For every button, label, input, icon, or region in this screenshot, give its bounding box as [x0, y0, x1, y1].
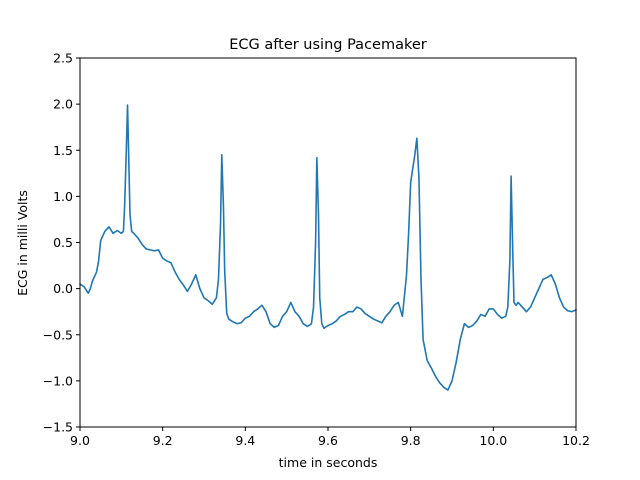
y-tick-label: 0.5	[53, 235, 73, 250]
x-tick-label: 9.0	[70, 433, 90, 448]
y-tick-label: 0.0	[53, 281, 73, 296]
y-tick-label: 1.0	[53, 189, 73, 204]
y-tick-label: 2.5	[53, 51, 73, 66]
x-tick-label: 9.6	[318, 433, 338, 448]
y-tick-label: −0.5	[43, 327, 73, 342]
x-axis-ticks: 9.0 9.2 9.4 9.6 9.8 10.0 10.2	[70, 427, 590, 448]
y-tick-label: −1.0	[43, 373, 73, 388]
x-tick-label: 9.2	[153, 433, 173, 448]
x-tick-label: 9.4	[235, 433, 255, 448]
y-axis-label: ECG in milli Volts	[15, 190, 30, 296]
y-tick-label: −1.5	[43, 420, 73, 435]
x-tick-label: 9.8	[401, 433, 421, 448]
ecg-series-line	[79, 104, 577, 391]
y-axis-ticks: 2.5 2.0 1.5 1.0 0.5 0.0 −0.5 −1.0 −1.5	[43, 51, 80, 435]
plot-area-frame	[79, 57, 577, 428]
x-tick-label: 10.2	[562, 433, 590, 448]
chart-title: ECG after using Pacemaker	[229, 37, 427, 53]
x-tick-label: 10.0	[479, 433, 507, 448]
y-tick-label: 2.0	[53, 97, 73, 112]
x-axis-label: time in seconds	[279, 455, 378, 470]
y-tick-label: 1.5	[53, 143, 73, 158]
